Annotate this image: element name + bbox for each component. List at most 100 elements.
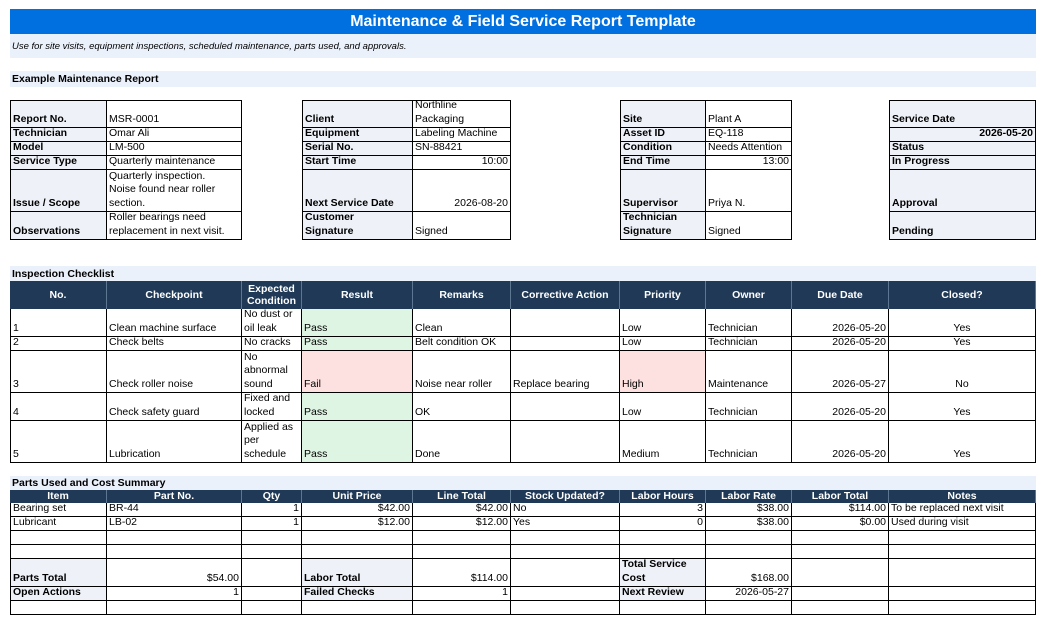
- checklist-action-cell[interactable]: [511, 309, 620, 337]
- checklist-closed-cell[interactable]: No: [889, 351, 1036, 393]
- checklist-checkpoint-cell[interactable]: Clean machine surface: [107, 309, 242, 337]
- checklist-result-cell[interactable]: Pass: [302, 421, 413, 463]
- parts-rate-cell[interactable]: $38.00: [706, 503, 792, 517]
- checklist-result-cell[interactable]: Pass: [302, 393, 413, 421]
- parts-labor-cell[interactable]: $114.00: [792, 503, 889, 517]
- parts-notes-cell[interactable]: [889, 545, 1036, 559]
- parts-notes-cell[interactable]: [889, 531, 1036, 545]
- checklist-expected-cell[interactable]: No dust or oil leak: [242, 309, 302, 337]
- total-value[interactable]: [706, 601, 792, 615]
- field-value[interactable]: EQ-118: [706, 128, 792, 142]
- checklist-priority-cell[interactable]: Low: [620, 393, 706, 421]
- total-value[interactable]: [792, 559, 889, 587]
- parts-rate-cell[interactable]: [706, 545, 792, 559]
- total-value[interactable]: [107, 601, 242, 615]
- checklist-closed-cell[interactable]: Yes: [889, 393, 1036, 421]
- checklist-closed-cell[interactable]: Yes: [889, 421, 1036, 463]
- checklist-remarks-cell[interactable]: OK: [413, 393, 511, 421]
- parts-stock-cell[interactable]: [511, 545, 620, 559]
- checklist-remarks-cell[interactable]: Belt condition OK: [413, 337, 511, 351]
- checklist-result-cell[interactable]: Pass: [302, 337, 413, 351]
- checklist-checkpoint-cell[interactable]: Check belts: [107, 337, 242, 351]
- total-value[interactable]: 1: [107, 587, 242, 601]
- field-value[interactable]: SN-88421: [413, 142, 511, 156]
- total-value[interactable]: [10, 601, 107, 615]
- total-value[interactable]: [889, 601, 1036, 615]
- parts-rate-cell[interactable]: $38.00: [706, 517, 792, 531]
- parts-item-cell[interactable]: Lubricant: [10, 517, 107, 531]
- parts-notes-cell[interactable]: Used during visit: [889, 517, 1036, 531]
- total-value[interactable]: [413, 601, 511, 615]
- total-value[interactable]: [242, 601, 302, 615]
- checklist-expected-cell[interactable]: Applied as per schedule: [242, 421, 302, 463]
- parts-item-cell[interactable]: Bearing set: [10, 503, 107, 517]
- checklist-result-cell[interactable]: Fail: [302, 351, 413, 393]
- checklist-owner-cell[interactable]: Technician: [706, 393, 792, 421]
- checklist-checkpoint-cell[interactable]: Check roller noise: [107, 351, 242, 393]
- checklist-action-cell[interactable]: Replace bearing: [511, 351, 620, 393]
- checklist-expected-cell[interactable]: No cracks: [242, 337, 302, 351]
- field-value[interactable]: LM-500: [107, 142, 242, 156]
- checklist-owner-cell[interactable]: Maintenance: [706, 351, 792, 393]
- checklist-due-cell[interactable]: 2026-05-27: [792, 351, 889, 393]
- field-value[interactable]: Omar Ali: [107, 128, 242, 142]
- parts-unit-cell[interactable]: $42.00: [302, 503, 413, 517]
- total-value[interactable]: [620, 601, 706, 615]
- parts-part-cell[interactable]: LB-02: [107, 517, 242, 531]
- parts-item-cell[interactable]: [10, 545, 107, 559]
- total-value[interactable]: $54.00: [107, 559, 242, 587]
- checklist-action-cell[interactable]: [511, 337, 620, 351]
- checklist-priority-cell[interactable]: Low: [620, 337, 706, 351]
- parts-qty-cell[interactable]: [242, 531, 302, 545]
- total-value[interactable]: 2026-05-27: [706, 587, 792, 601]
- parts-hours-cell[interactable]: [620, 545, 706, 559]
- field-value[interactable]: Needs Attention: [706, 142, 792, 156]
- field-value[interactable]: MSR-0001: [107, 100, 242, 128]
- checklist-priority-cell[interactable]: Low: [620, 309, 706, 337]
- checklist-no-cell[interactable]: 5: [10, 421, 107, 463]
- checklist-due-cell[interactable]: 2026-05-20: [792, 309, 889, 337]
- parts-notes-cell[interactable]: To be replaced next visit: [889, 503, 1036, 517]
- checklist-no-cell[interactable]: 4: [10, 393, 107, 421]
- parts-unit-cell[interactable]: [302, 531, 413, 545]
- checklist-priority-cell[interactable]: Medium: [620, 421, 706, 463]
- total-value[interactable]: [242, 559, 302, 587]
- checklist-checkpoint-cell[interactable]: Lubrication: [107, 421, 242, 463]
- parts-qty-cell[interactable]: [242, 545, 302, 559]
- parts-hours-cell[interactable]: 0: [620, 517, 706, 531]
- parts-line-cell[interactable]: [413, 531, 511, 545]
- total-value[interactable]: [889, 587, 1036, 601]
- parts-labor-cell[interactable]: [792, 545, 889, 559]
- checklist-due-cell[interactable]: 2026-05-20: [792, 337, 889, 351]
- checklist-remarks-cell[interactable]: Done: [413, 421, 511, 463]
- checklist-closed-cell[interactable]: Yes: [889, 337, 1036, 351]
- field-value[interactable]: 13:00: [706, 156, 792, 170]
- checklist-action-cell[interactable]: [511, 393, 620, 421]
- parts-part-cell[interactable]: [107, 545, 242, 559]
- total-value[interactable]: [889, 559, 1036, 587]
- checklist-remarks-cell[interactable]: Clean: [413, 309, 511, 337]
- checklist-owner-cell[interactable]: Technician: [706, 421, 792, 463]
- parts-part-cell[interactable]: [107, 531, 242, 545]
- checklist-expected-cell[interactable]: No abnormal sound: [242, 351, 302, 393]
- parts-part-cell[interactable]: BR-44: [107, 503, 242, 517]
- field-value[interactable]: 2026-08-20: [413, 170, 511, 212]
- field-value[interactable]: Plant A: [706, 100, 792, 128]
- total-value[interactable]: 1: [413, 587, 511, 601]
- checklist-priority-cell[interactable]: High: [620, 351, 706, 393]
- checklist-no-cell[interactable]: 3: [10, 351, 107, 393]
- checklist-no-cell[interactable]: 1: [10, 309, 107, 337]
- field-value[interactable]: Labeling Machine: [413, 128, 511, 142]
- parts-item-cell[interactable]: [10, 531, 107, 545]
- checklist-due-cell[interactable]: 2026-05-20: [792, 421, 889, 463]
- parts-rate-cell[interactable]: [706, 531, 792, 545]
- field-value[interactable]: Quarterly maintenance: [107, 156, 242, 170]
- checklist-owner-cell[interactable]: Technician: [706, 309, 792, 337]
- checklist-closed-cell[interactable]: Yes: [889, 309, 1036, 337]
- parts-stock-cell[interactable]: [511, 531, 620, 545]
- parts-labor-cell[interactable]: $0.00: [792, 517, 889, 531]
- parts-stock-cell[interactable]: No: [511, 503, 620, 517]
- field-value[interactable]: Roller bearings need replacement in next …: [107, 212, 242, 240]
- parts-qty-cell[interactable]: 1: [242, 503, 302, 517]
- total-value[interactable]: [511, 587, 620, 601]
